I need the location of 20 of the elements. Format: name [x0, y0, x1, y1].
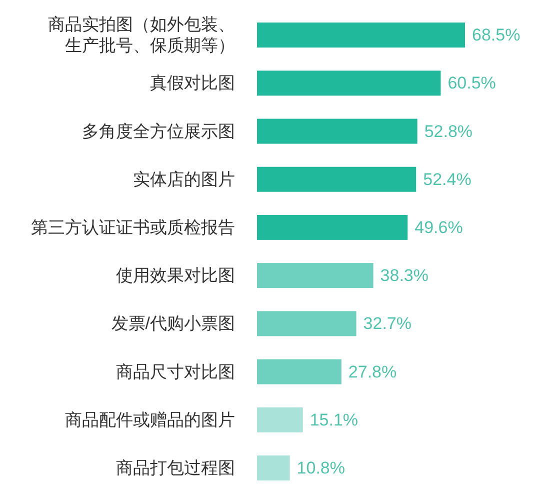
y-tick-label: 商品打包过程图 — [116, 458, 235, 478]
data-label: 15.1% — [310, 410, 358, 430]
data-label: 49.6% — [414, 218, 463, 237]
y-tick-label: 商品实拍图（如外包装、生产批号、保质期等） — [48, 15, 235, 56]
data-label: 52.8% — [424, 122, 473, 141]
y-tick-label: 第三方认证证书或质检报告 — [31, 218, 235, 237]
data-label: 32.7% — [363, 314, 412, 334]
data-label: 52.4% — [423, 170, 472, 189]
y-tick-label: 真假对比图 — [150, 74, 235, 93]
y-tick-label: 发票/代购小票图 — [111, 314, 235, 334]
data-label: 38.3% — [380, 266, 428, 286]
data-label: 60.5% — [448, 74, 496, 93]
y-tick-label: 多角度全方位展示图 — [82, 122, 235, 141]
y-tick-label: 实体店的图片 — [133, 170, 235, 189]
y-tick-label: 商品配件或赠品的图片 — [65, 410, 235, 430]
data-label: 68.5% — [472, 26, 520, 45]
data-label: 10.8% — [296, 458, 345, 478]
y-tick-label: 使用效果对比图 — [116, 266, 235, 286]
y-tick-label: 商品尺寸对比图 — [116, 362, 235, 382]
data-label: 27.8% — [348, 362, 397, 382]
